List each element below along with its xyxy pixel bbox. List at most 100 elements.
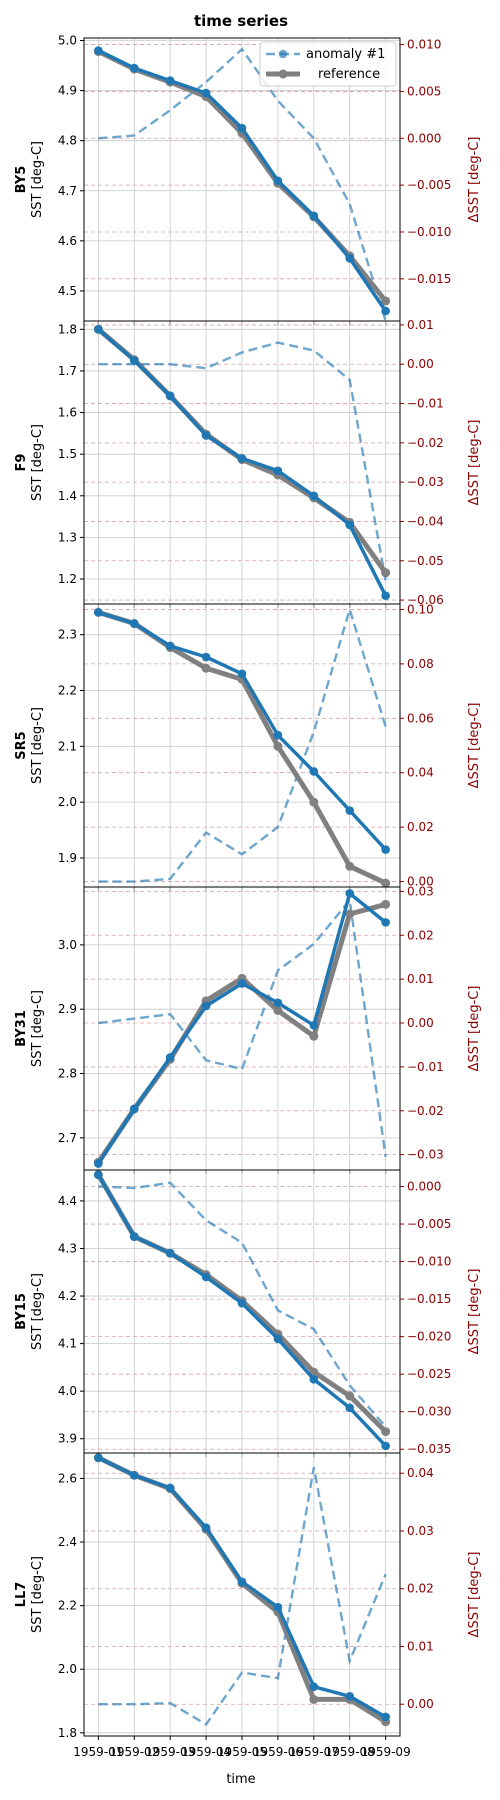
y-tick-label: 1.7 <box>58 364 77 378</box>
anomaly-point <box>165 1248 175 1258</box>
reference-point <box>273 1005 283 1015</box>
y2-tick-label: 0.000 <box>407 131 441 145</box>
y2-tick-label: −0.06 <box>407 593 444 607</box>
y-tick-label: 2.0 <box>58 795 77 809</box>
anomaly-point <box>201 431 211 440</box>
anomaly-point <box>201 1523 211 1533</box>
anomaly-point <box>129 63 139 73</box>
y2-tick-label: −0.025 <box>407 1367 451 1381</box>
anomaly-point <box>309 1682 319 1692</box>
y2-tick-label: −0.04 <box>407 514 444 528</box>
anomaly-point <box>165 1483 175 1493</box>
reference-point <box>381 568 391 578</box>
y2-tick-label: −0.02 <box>407 436 444 450</box>
y2-axis-label: ΔSST [deg-C] <box>467 137 482 223</box>
anomaly-point <box>273 466 283 476</box>
y2-tick-label: −0.030 <box>407 1405 451 1419</box>
anomaly-point <box>381 1441 390 1451</box>
station-label-by31: BY31 <box>14 1010 29 1047</box>
y-tick-label: 4.7 <box>58 184 77 198</box>
y2-tick-label: 0.00 <box>407 357 434 371</box>
y2-tick-label: 0.02 <box>407 820 434 834</box>
y2-tick-label: −0.005 <box>407 1217 451 1231</box>
legend-anomaly-label: anomaly #1 <box>306 47 385 62</box>
y2-axis-label: ΔSST [deg-C] <box>467 1552 482 1638</box>
y2-tick-label: 0.04 <box>407 1466 434 1480</box>
anomaly-point <box>201 652 211 662</box>
y2-tick-label: −0.010 <box>407 1255 451 1269</box>
y2-tick-label: 0.03 <box>407 884 434 898</box>
y-tick-label: 2.1 <box>58 739 77 753</box>
x-tick-label: 1959-06 <box>253 1745 303 1759</box>
y2-axis-label: ΔSST [deg-C] <box>467 1269 482 1355</box>
y-axis-label: SST [deg-C] <box>30 707 45 784</box>
y2-tick-label: −0.005 <box>407 178 451 192</box>
y-axis-label: SST [deg-C] <box>30 990 45 1067</box>
anomaly-point <box>381 918 390 927</box>
anomaly-point <box>201 1001 211 1011</box>
anomaly-point <box>381 1712 390 1722</box>
anomaly-point <box>201 88 211 98</box>
x-axis: 1959-011959-021959-031959-041959-051959-… <box>73 1745 410 1759</box>
y2-tick-label: 0.01 <box>407 318 434 332</box>
anomaly-point <box>345 806 355 815</box>
reference-point <box>273 741 283 751</box>
y-axis-label: SST [deg-C] <box>30 1556 45 1633</box>
y2-tick-label: −0.03 <box>407 475 444 489</box>
anomaly-point <box>345 520 355 530</box>
delta-sst-line-f9 <box>98 341 387 581</box>
anomaly-point <box>345 889 355 898</box>
station-label-f9: F9 <box>14 454 29 472</box>
delta-sst-line-by15 <box>98 1181 387 1428</box>
anomaly-point <box>381 306 390 316</box>
legend-reference-marker <box>278 69 288 79</box>
y-tick-label: 4.2 <box>58 1289 77 1303</box>
reference-point <box>345 861 355 871</box>
station-label-ll7: LL7 <box>14 1582 29 1608</box>
anomaly-point <box>273 998 283 1008</box>
x-tick-label: 1959-05 <box>217 1745 267 1759</box>
y-tick-label: 2.9 <box>58 1002 77 1016</box>
y-tick-label: 1.8 <box>58 322 77 336</box>
x-axis-label: time <box>226 1772 255 1787</box>
anomaly-point <box>345 254 355 263</box>
y-tick-label: 2.2 <box>58 1599 77 1613</box>
anomaly-point <box>165 391 175 401</box>
y-tick-label: 1.2 <box>58 572 77 586</box>
anomaly-point <box>309 491 319 501</box>
y-tick-label: 3.0 <box>58 938 77 952</box>
anomaly-point <box>129 356 139 365</box>
y-tick-label: 2.4 <box>58 1535 77 1549</box>
x-tick-label: 1959-03 <box>145 1745 195 1759</box>
y2-tick-label: 0.02 <box>407 1582 434 1596</box>
y2-tick-label: 0.03 <box>407 1524 434 1538</box>
y-tick-label: 2.2 <box>58 684 77 698</box>
y-tick-label: 4.8 <box>58 134 77 148</box>
anomaly-point <box>345 1403 355 1413</box>
y2-tick-label: 0.01 <box>407 972 434 986</box>
anomaly-point <box>381 591 390 600</box>
panel-f9: 1.2 1.3 1.4 1.5 1.6 1.7 1.8 −0.06 −0.05 −0.04 −0.0… <box>14 318 482 608</box>
y2-tick-label: −0.02 <box>407 1104 444 1118</box>
legend: anomaly #1 reference <box>259 41 397 87</box>
y-tick-label: 2.0 <box>58 1662 77 1676</box>
reference-point <box>381 296 391 306</box>
y-tick-label: 4.3 <box>58 1241 77 1255</box>
y2-tick-label: 0.00 <box>407 875 434 889</box>
y2-axis-label: ΔSST [deg-C] <box>467 703 482 789</box>
y2-tick-label: 0.00 <box>407 1697 434 1711</box>
y2-tick-label: −0.035 <box>407 1442 451 1456</box>
reference-point <box>201 663 211 673</box>
y-axis-label: SST [deg-C] <box>30 1273 45 1350</box>
anomaly-point <box>165 1053 175 1062</box>
anomaly-point <box>165 76 175 85</box>
anomaly-point <box>345 1691 355 1701</box>
y-tick-label: 2.8 <box>58 1067 77 1081</box>
anomaly-point <box>381 845 390 854</box>
reference-point <box>309 797 319 807</box>
reference-point <box>345 1391 355 1401</box>
anomaly-point <box>94 1170 103 1180</box>
anomaly-point <box>237 979 247 988</box>
anomaly-point <box>94 46 103 55</box>
chart-title: time series <box>194 12 288 30</box>
